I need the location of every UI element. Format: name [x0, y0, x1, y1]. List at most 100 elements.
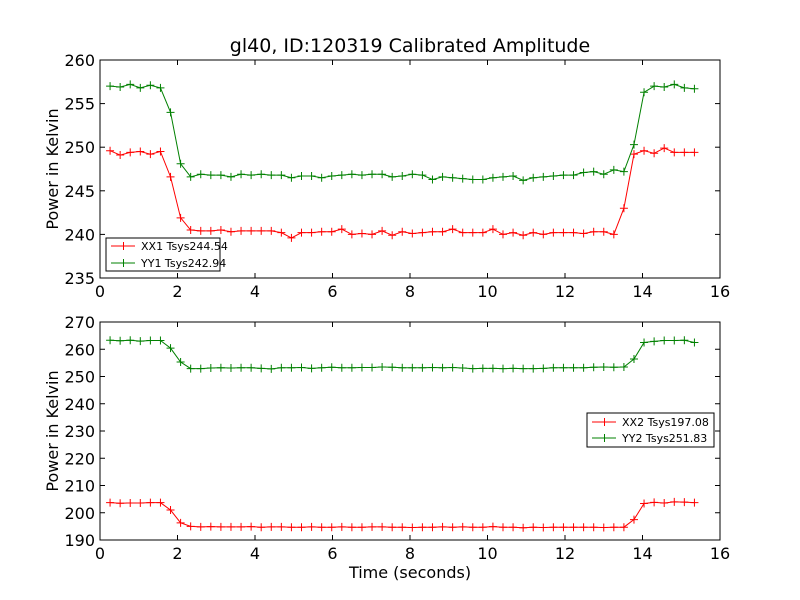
bottom-series-0-point-28 [388, 523, 397, 532]
top-series-1-point-32 [428, 175, 437, 184]
bottom-chart-frame [99, 321, 721, 541]
bottom-series-1-point-46 [569, 363, 578, 372]
bottom-series-1-point-54 [650, 337, 659, 346]
top-y-tick-label-2: 245 [64, 182, 95, 201]
bottom-series-0-point-7 [176, 518, 185, 527]
bottom-x-tick-label-7: 14 [632, 544, 652, 563]
top-series-1-point-19 [297, 171, 306, 180]
legend-marker-yy1 [119, 259, 128, 267]
bottom-series-0-point-14 [247, 522, 256, 531]
bottom-series-1-point-39 [499, 364, 507, 373]
top-series-1-point-49 [599, 170, 608, 179]
top-series-0-point-54 [650, 149, 659, 158]
top-series-0-point-45 [559, 228, 568, 237]
bottom-series-0-point-36 [468, 523, 477, 532]
top-x-tick-label-0: 0 [95, 282, 105, 301]
bottom-series-0-point-2 [126, 498, 135, 507]
top-series-0-point-41 [519, 231, 528, 240]
legend-marker-xx2 [600, 418, 609, 426]
top-series-1-point-12 [226, 172, 235, 181]
top-series-1-point-10 [206, 171, 215, 180]
top-series-0-point-31 [418, 228, 427, 237]
legend-entry-yy2: YY2 Tsys251.83 [592, 432, 707, 445]
bottom-series-1-point-19 [297, 363, 306, 372]
top-series-0-point-50 [609, 230, 618, 239]
bottom-series-0-point-43 [539, 523, 548, 532]
bottom-x-tick-label-1: 2 [172, 544, 182, 563]
top-series-1-point-39 [499, 172, 507, 181]
legend-entry-xx1: XX1 Tsys244.54 [111, 240, 228, 253]
top-series-1-point-50 [609, 165, 618, 174]
top-series-1-point-33 [438, 172, 447, 181]
top-series-1-point-43 [539, 172, 548, 181]
top-series-1-point-20 [307, 171, 316, 180]
top-series-1-point-0 [106, 82, 115, 91]
bottom-chart-ticks: 0 2 4 6 8 10 12 14 16 190 200 210 220 230 240 250 260 270 [64, 313, 730, 563]
bottom-series-1-point-8 [186, 364, 195, 373]
bottom-series-1-point-10 [206, 364, 215, 373]
bottom-series-1-point-36 [468, 364, 477, 373]
bottom-series-1-point-51 [619, 362, 628, 371]
top-series-1-point-42 [529, 173, 538, 182]
bottom-y-tick-label-3: 220 [64, 449, 95, 468]
top-series-0-point-0 [106, 146, 115, 155]
bottom-y-tick-label-0: 190 [64, 531, 95, 550]
top-series-1-point-24 [347, 170, 356, 179]
top-series-0-point-4 [146, 150, 155, 159]
top-series-0-point-6 [166, 172, 175, 181]
bottom-series-0-point-57 [680, 498, 689, 507]
bottom-series-1-point-24 [347, 363, 356, 372]
top-series-0-point-22 [327, 227, 336, 236]
top-series-1-point-58 [690, 84, 699, 93]
top-series-0-point-2 [126, 148, 135, 157]
bottom-series-0-point-22 [327, 523, 336, 532]
bottom-series-0-point-38 [488, 522, 497, 531]
bottom-series-0-point-15 [257, 523, 266, 532]
top-series-0-point-32 [428, 227, 437, 236]
top-series-1-point-7 [176, 159, 185, 168]
top-series-0-point-46 [569, 228, 578, 237]
top-series-1-point-34 [448, 173, 457, 182]
bottom-series-1-point-58 [690, 338, 699, 347]
bottom-series-1-point-7 [176, 358, 185, 367]
top-series-1-point-35 [458, 174, 467, 183]
top-series-0-point-30 [408, 229, 417, 238]
legend-label-yy2: YY2 Tsys251.83 [621, 432, 707, 445]
bottom-series-1-point-34 [448, 363, 457, 372]
bottom-series-1-point-18 [287, 363, 296, 372]
bottom-series-1-point-50 [609, 363, 618, 372]
top-series-1-point-30 [408, 170, 417, 179]
top-series-0-point-12 [226, 227, 235, 236]
bottom-series-0-point-41 [519, 523, 528, 532]
bottom-series-1-point-20 [307, 364, 316, 373]
bottom-series-1-point-21 [317, 363, 326, 372]
top-series-0-point-17 [277, 228, 286, 237]
top-series-1-point-36 [468, 175, 477, 184]
top-y-tick-label-4: 255 [64, 95, 95, 114]
top-series-1-point-47 [579, 168, 588, 177]
legend-marker-xx1 [119, 242, 128, 250]
bottom-series-0-point-54 [650, 498, 659, 507]
top-series-0-point-34 [448, 225, 457, 234]
top-chart-legend: XX1 Tsys244.54 YY1 Tsys242.94 [105, 237, 228, 272]
figure-title: gl40, ID:120319 Calibrated Amplitude [230, 35, 590, 57]
bottom-series-1-point-27 [378, 362, 387, 371]
top-series-1-point-40 [509, 171, 518, 180]
top-series-1-point-53 [640, 88, 649, 97]
top-series-1-point-23 [337, 171, 346, 180]
bottom-series-0-point-21 [317, 523, 326, 532]
top-series-0-point-26 [368, 230, 377, 239]
bottom-series-1-point-38 [488, 364, 497, 373]
top-series-1-point-3 [136, 83, 145, 92]
top-series-0-point-18 [287, 233, 296, 242]
top-x-tick-label-5: 10 [477, 282, 497, 301]
bottom-series-0-point-26 [368, 522, 377, 531]
top-series-0-point-20 [307, 228, 316, 237]
bottom-series-0-point-25 [357, 523, 366, 532]
top-series-0-point-23 [337, 225, 346, 234]
bottom-series-1-point-3 [136, 337, 145, 346]
bottom-y-tick-label-2: 210 [64, 477, 95, 496]
top-x-tick-label-7: 14 [632, 282, 652, 301]
top-series-1-point-37 [478, 175, 487, 184]
top-series-0-point-19 [297, 228, 306, 237]
